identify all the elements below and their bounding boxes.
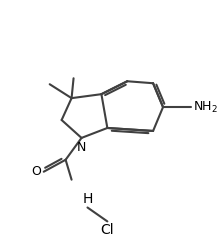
Text: Cl: Cl [101, 223, 114, 237]
Text: NH$_2$: NH$_2$ [193, 100, 218, 115]
Text: N: N [77, 141, 86, 154]
Text: O: O [31, 165, 41, 178]
Text: H: H [82, 191, 93, 205]
